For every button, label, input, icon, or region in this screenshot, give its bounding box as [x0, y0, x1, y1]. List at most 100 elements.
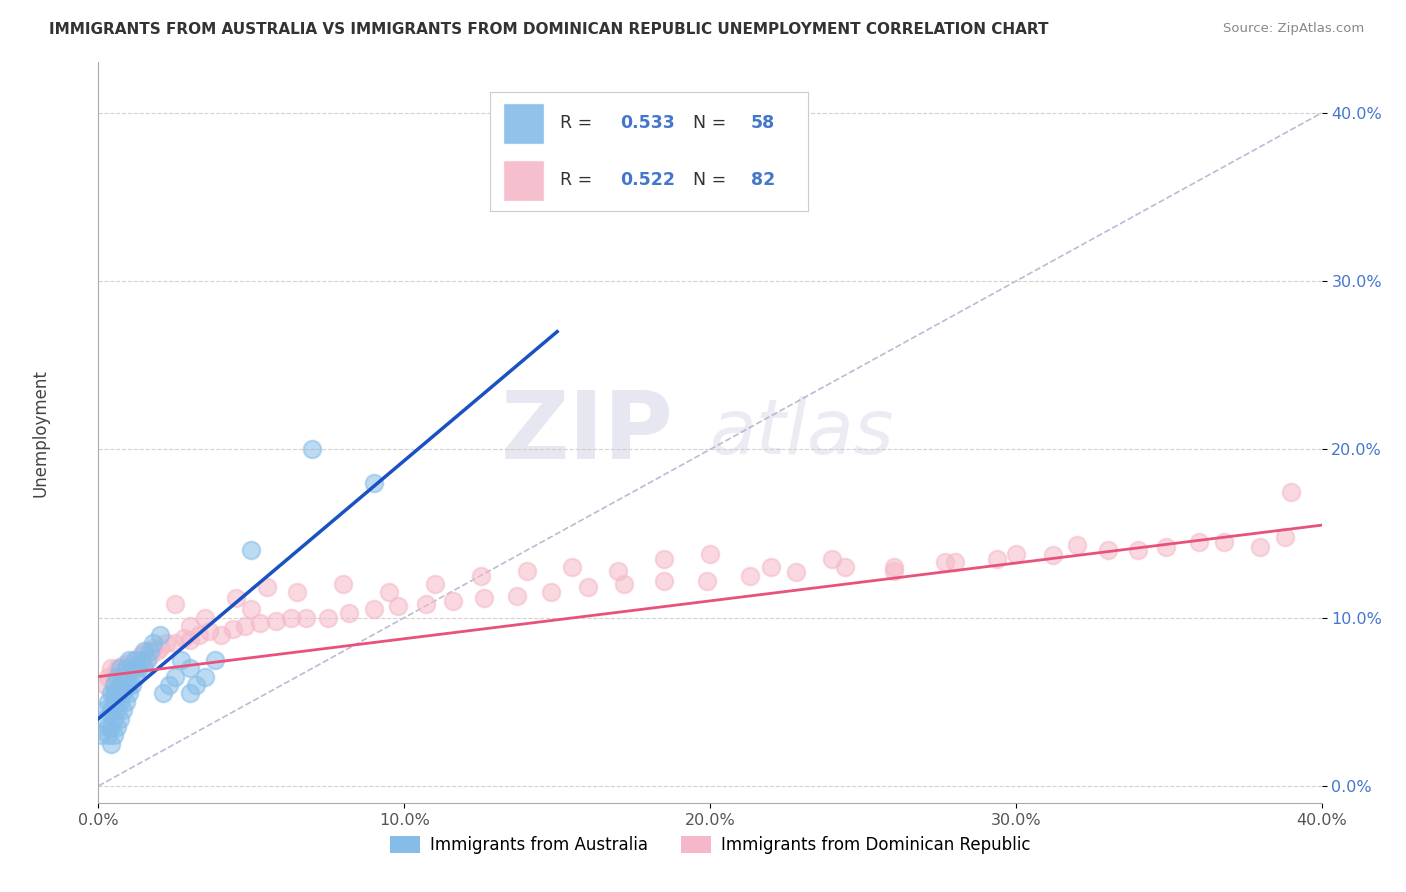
Point: [97, 720, 120, 734]
Point: [264, 614, 287, 628]
Point: [179, 686, 201, 700]
Point: [139, 649, 162, 664]
Point: [225, 591, 247, 605]
Point: [506, 589, 529, 603]
Point: [103, 712, 125, 726]
Point: [111, 703, 134, 717]
Point: [240, 543, 263, 558]
Point: [163, 597, 186, 611]
Point: [738, 568, 761, 582]
Point: [93, 703, 115, 717]
Point: [834, 560, 856, 574]
Point: [115, 665, 138, 679]
Point: [883, 564, 905, 578]
Y-axis label: Unemployment: Unemployment: [32, 368, 49, 497]
Point: [233, 619, 256, 633]
Point: [124, 670, 146, 684]
Point: [332, 577, 354, 591]
Point: [1212, 535, 1234, 549]
Point: [93, 678, 115, 692]
Point: [136, 653, 159, 667]
Point: [699, 547, 721, 561]
Point: [121, 661, 143, 675]
Point: [118, 678, 141, 692]
Point: [301, 442, 323, 457]
Text: IMMIGRANTS FROM AUSTRALIA VS IMMIGRANTS FROM DOMINICAN REPUBLIC UNEMPLOYMENT COR: IMMIGRANTS FROM AUSTRALIA VS IMMIGRANTS …: [49, 22, 1049, 37]
Point: [179, 619, 201, 633]
Point: [240, 602, 263, 616]
Point: [256, 581, 278, 595]
Point: [103, 678, 125, 692]
Point: [363, 602, 385, 616]
Point: [157, 678, 180, 692]
Point: [934, 555, 956, 569]
Point: [90, 729, 112, 743]
Point: [129, 653, 152, 667]
Point: [295, 610, 318, 624]
Point: [134, 661, 156, 675]
Point: [115, 695, 138, 709]
Point: [652, 574, 675, 588]
Point: [136, 644, 159, 658]
Point: [173, 631, 195, 645]
Point: [111, 657, 134, 672]
Point: [134, 653, 156, 667]
Point: [1128, 543, 1150, 558]
Point: [103, 670, 125, 684]
Point: [100, 686, 122, 700]
Point: [108, 712, 131, 726]
Point: [561, 560, 583, 574]
Point: [204, 653, 226, 667]
Point: [149, 640, 172, 655]
Point: [1097, 543, 1119, 558]
Point: [1066, 538, 1088, 552]
Point: [1279, 484, 1302, 499]
Point: [118, 686, 141, 700]
Point: [943, 555, 966, 569]
Point: [118, 656, 141, 670]
Point: [111, 670, 134, 684]
Point: [163, 670, 186, 684]
Point: [118, 653, 141, 667]
Point: [1249, 540, 1271, 554]
Point: [222, 623, 245, 637]
Point: [127, 657, 149, 672]
Point: [1188, 535, 1211, 549]
Point: [142, 636, 165, 650]
Point: [100, 720, 122, 734]
Point: [100, 661, 122, 675]
Point: [100, 703, 122, 717]
Point: [139, 644, 162, 658]
Point: [785, 566, 807, 580]
Point: [249, 615, 271, 630]
Point: [127, 661, 149, 675]
Point: [152, 686, 174, 700]
Point: [129, 648, 152, 662]
Point: [1042, 549, 1064, 563]
Point: [821, 551, 844, 566]
Point: [121, 678, 143, 692]
Point: [546, 181, 568, 195]
Point: [194, 670, 217, 684]
Point: [516, 564, 538, 578]
Point: [540, 585, 562, 599]
Point: [115, 678, 138, 692]
Point: [108, 661, 131, 675]
Point: [97, 670, 120, 684]
Point: [194, 610, 217, 624]
Point: [197, 624, 219, 639]
Point: [108, 665, 131, 679]
Point: [103, 695, 125, 709]
Point: [149, 627, 172, 641]
Point: [105, 720, 128, 734]
Point: [613, 577, 636, 591]
Point: [103, 729, 125, 743]
Point: [652, 551, 675, 566]
Point: [142, 640, 165, 655]
Point: [97, 729, 120, 743]
Text: atlas: atlas: [710, 396, 894, 469]
Point: [637, 173, 661, 187]
Point: [93, 712, 115, 726]
Point: [105, 686, 128, 700]
Point: [759, 560, 782, 574]
